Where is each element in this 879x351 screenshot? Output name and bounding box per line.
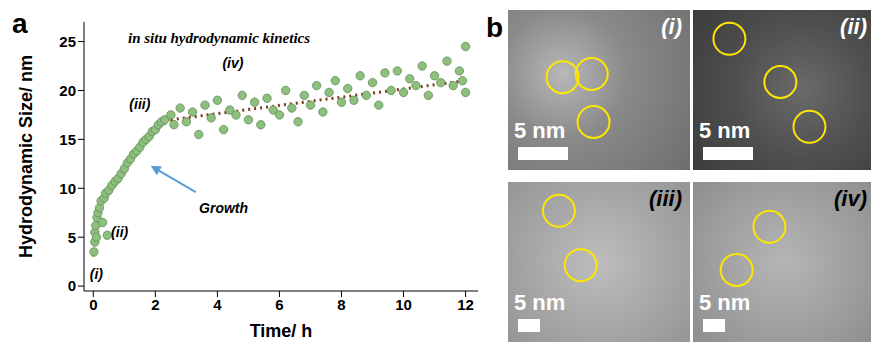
svg-text:Hydrodynamic Size/ nm: Hydrodynamic Size/ nm [16,55,36,258]
html-text:(iii): (iii) [649,186,682,211]
svg-text:10: 10 [59,180,76,197]
html-text:5 nm: 5 nm [699,290,751,315]
svg-text:Time/ h: Time/ h [250,321,313,341]
svg-text:(iv): (iv) [222,55,243,71]
svg-text:12: 12 [457,296,474,313]
svg-text:6: 6 [275,296,283,313]
svg-text:(ii): (ii) [111,224,128,240]
html-text:a: a [12,8,28,39]
html-text:5 nm: 5 nm [514,118,566,143]
svg-text:2: 2 [151,296,159,313]
svg-text:0: 0 [89,296,97,313]
html-text:5 nm: 5 nm [514,290,566,315]
svg-text:25: 25 [59,33,76,50]
html-text:(iv): (iv) [834,186,867,211]
html-text:(i): (i) [661,14,682,39]
svg-text:(i): (i) [90,266,104,282]
html-text:b: b [486,12,504,43]
svg-text:0: 0 [68,277,76,294]
svg-text:10: 10 [395,296,412,313]
html-text:(ii): (ii) [840,14,867,39]
svg-text:8: 8 [337,296,345,313]
html-text:5 nm: 5 nm [699,118,751,143]
svg-text:4: 4 [213,296,222,313]
svg-text:(iii): (iii) [129,96,150,112]
html-text:in situ hydrodynamic kinetics: in situ hydrodynamic kinetics [128,30,311,46]
svg-text:Growth: Growth [199,200,248,216]
svg-text:5: 5 [68,229,76,246]
svg-text:15: 15 [59,131,76,148]
svg-text:20: 20 [59,82,76,99]
